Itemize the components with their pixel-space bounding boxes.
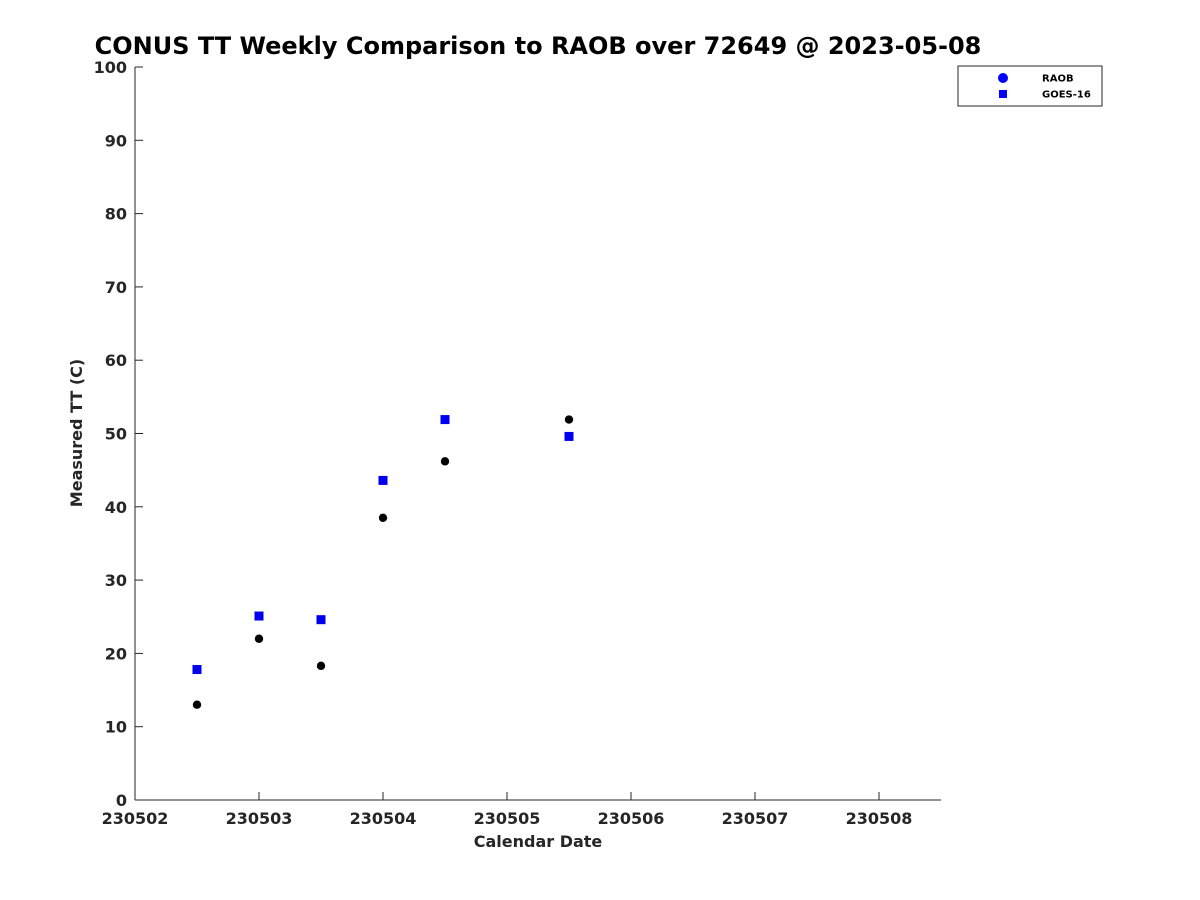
x-tick-label: 230502 (102, 809, 169, 828)
y-tick-label: 100 (94, 58, 127, 77)
data-point-goes16 (564, 431, 574, 441)
y-tick-label: 50 (105, 425, 127, 444)
y-axis-label: Measured TT (C) (67, 359, 86, 507)
legend: RAOB GOES-16 (957, 65, 1103, 107)
legend-marker-goes16 (999, 90, 1007, 98)
x-tick-label: 230508 (846, 809, 913, 828)
y-tick-label: 10 (105, 718, 127, 737)
x-tick-label: 230506 (598, 809, 665, 828)
y-tick-label: 60 (105, 351, 127, 370)
y-tick-label: 20 (105, 644, 127, 663)
x-axis-ticks: 230502 230503 230504 230505 230506 230507 2305… (102, 792, 913, 828)
x-axis-label: Calendar Date (474, 832, 603, 851)
y-axis-ticks: 0 10 20 30 40 50 60 70 80 90 100 (94, 58, 143, 810)
data-point-raob (192, 700, 202, 709)
data-point-goes16 (440, 415, 450, 425)
data-point-goes16 (378, 475, 388, 485)
data-point-raob (316, 661, 326, 671)
data-point-raob (254, 634, 264, 643)
y-tick-label: 90 (105, 131, 127, 150)
data-points (192, 415, 574, 709)
y-tick-label: 0 (116, 791, 127, 810)
legend-label-raob: RAOB (1042, 74, 1074, 85)
chart-title: CONUS TT Weekly Comparison to RAOB over … (95, 32, 982, 60)
x-tick-label: 230503 (226, 809, 293, 828)
data-point-raob (564, 415, 574, 424)
x-tick-label: 230505 (474, 809, 541, 828)
y-tick-label: 40 (105, 498, 127, 517)
y-tick-label: 80 (105, 205, 127, 224)
y-tick-label: 70 (105, 278, 127, 297)
y-tick-label: 30 (105, 571, 127, 590)
data-point-goes16 (192, 665, 202, 675)
x-tick-label: 230504 (350, 809, 417, 828)
x-tick-label: 230507 (722, 809, 789, 828)
data-point-raob (440, 457, 450, 466)
data-point-goes16 (316, 615, 326, 625)
legend-box (957, 65, 1103, 107)
legend-label-goes16: GOES-16 (1042, 90, 1091, 101)
data-point-raob (378, 513, 388, 522)
legend-marker-raob (998, 73, 1008, 83)
plot-axes (134, 67, 941, 801)
data-point-goes16 (254, 611, 264, 621)
